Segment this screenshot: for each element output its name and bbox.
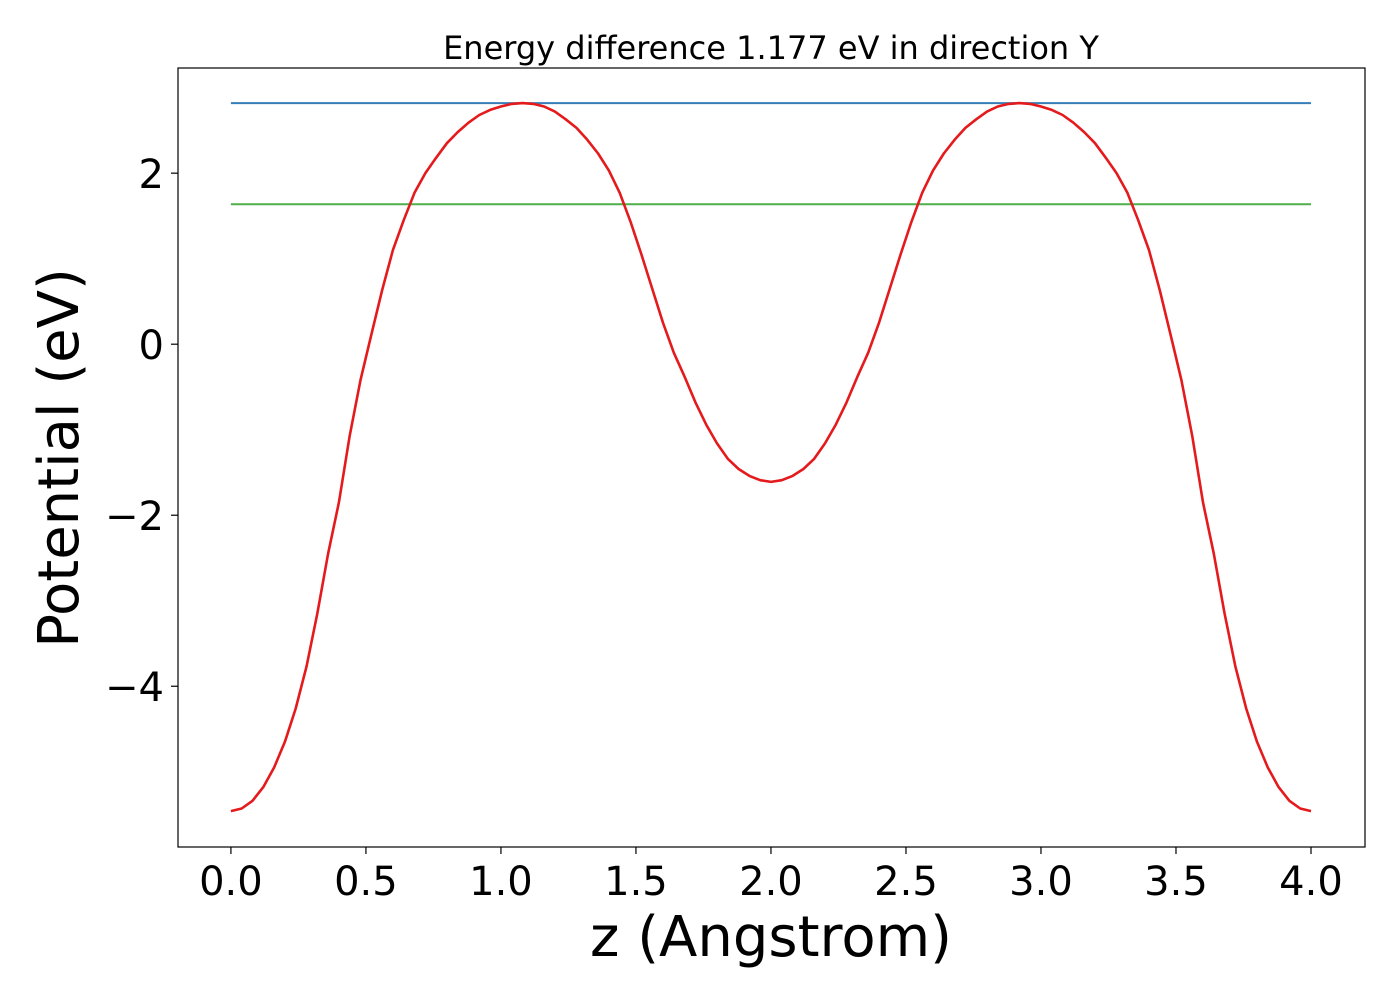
y-tick-label: −4 — [105, 665, 164, 711]
potential-curve-line — [230, 101, 1312, 813]
y-tick-label: 0 — [139, 323, 164, 369]
y-axis-label: Potential (eV) — [27, 268, 92, 648]
x-tick-label: 3.5 — [1144, 859, 1208, 905]
x-tick-label: 0.5 — [334, 859, 398, 905]
y-axis-ticks: −4 −2 0 2 — [105, 152, 178, 711]
series-layer — [230, 101, 1312, 813]
y-tick-label: 2 — [139, 152, 164, 198]
plot-frame — [177, 67, 1366, 848]
x-tick-label: 3.0 — [1009, 859, 1073, 905]
x-tick-label: 1.0 — [469, 859, 533, 905]
x-tick-label: 0.0 — [199, 859, 263, 905]
x-tick-label: 4.0 — [1279, 859, 1343, 905]
x-tick-label: 1.5 — [604, 859, 668, 905]
x-tick-label: 2.5 — [874, 859, 938, 905]
x-axis-ticks: 0.0 0.5 1.0 1.5 2.0 2.5 3.0 3.5 4.0 — [199, 847, 1343, 905]
x-axis-label: z (Angstrom) — [590, 905, 952, 970]
y-tick-label: −2 — [105, 494, 164, 540]
x-tick-label: 2.0 — [739, 859, 803, 905]
chart-title: Energy difference 1.177 eV in direction … — [443, 29, 1099, 67]
